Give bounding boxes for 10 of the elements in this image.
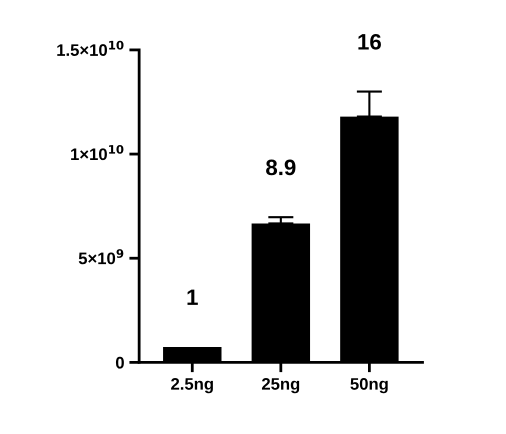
text: 16 — [358, 34, 381, 50]
x-tick-label: 25ng — [262, 378, 300, 394]
x-tick-label: 2.5ng — [171, 378, 213, 394]
y-tick-label: 0 — [116, 356, 124, 369]
annotation: 1 — [188, 290, 198, 305]
y-tick-label: 5×10$^{9}$ — [78, 249, 124, 264]
x-tick-label: 50ng — [350, 378, 388, 394]
y-tick-label: 1.5×10$^{10}$ — [57, 40, 124, 56]
y-tick-label: 1×10$^{10}$ — [71, 144, 124, 160]
annotation: 8.9 — [266, 160, 296, 176]
